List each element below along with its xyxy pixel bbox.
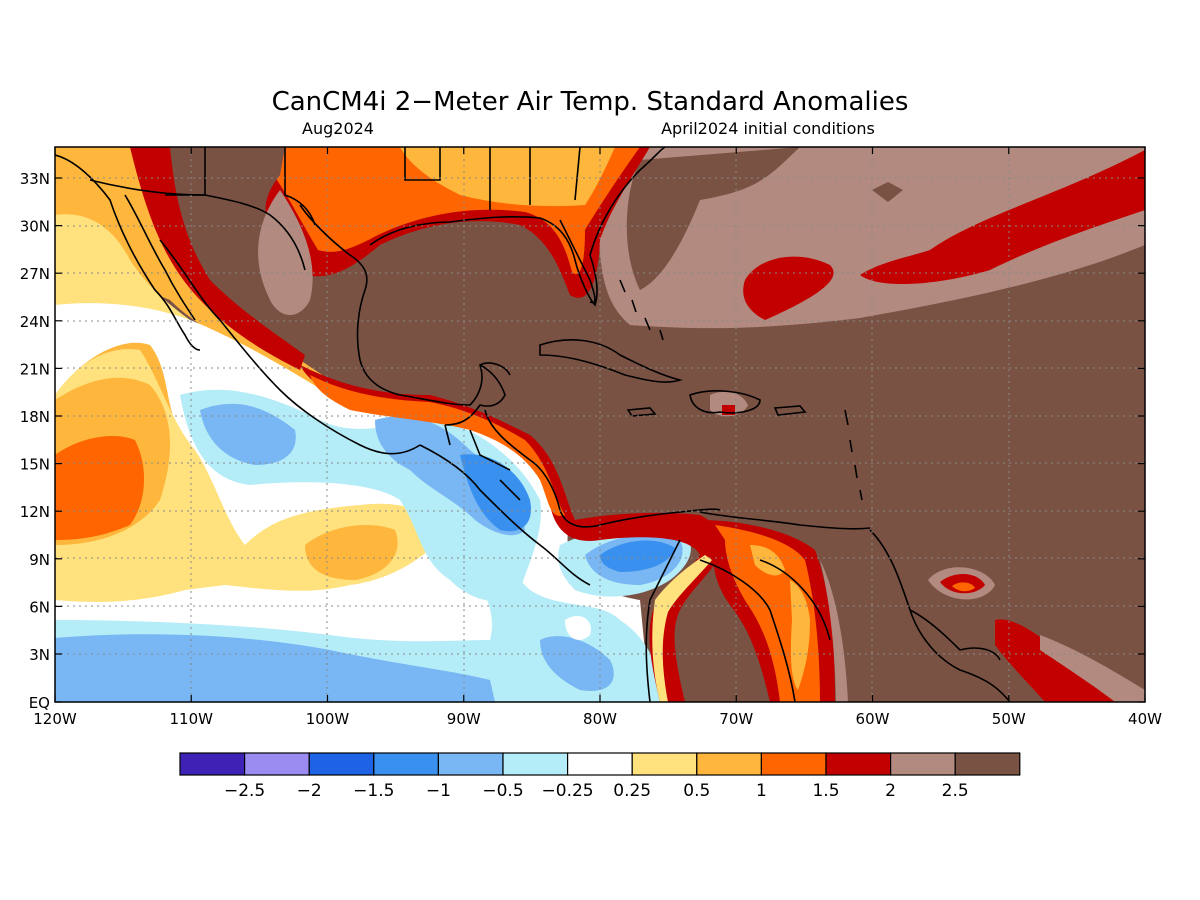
lat-tick-label: 27N [20, 265, 50, 283]
legend-swatch [696, 752, 762, 776]
legend-swatch [179, 752, 246, 776]
anomaly-atlantic-brown-blob [872, 182, 903, 202]
anomaly-equatorial-blue-2 [540, 636, 614, 691]
lon-tick-label: 80W [583, 710, 617, 728]
legend-swatch [889, 752, 956, 776]
initial-conditions-label: April2024 initial conditions [661, 119, 875, 138]
legend-label: −2 [297, 781, 322, 801]
anomaly-equatorial-blue [55, 634, 495, 702]
legend-swatch [954, 752, 1021, 776]
lat-tick-label: 24N [20, 313, 50, 331]
legend-swatch [760, 752, 827, 776]
anomaly-pacific-gold-3 [305, 525, 398, 580]
anomaly-us-gold [400, 147, 615, 207]
legend-label: 0.25 [613, 781, 651, 801]
legend-label: 1 [756, 781, 767, 801]
lat-tick-label: 3N [29, 646, 50, 664]
lat-tick-label: 12N [20, 503, 50, 521]
lon-tick-label: 100W [306, 710, 350, 728]
gridlines [55, 147, 1145, 702]
latitude-axis: 33N 30N 27N 24N 21N 18N 15N 12N 9N 6N 3N EQ [20, 170, 1145, 712]
anomaly-atlantic-brown-ring [626, 147, 800, 290]
legend-swatch [631, 752, 698, 776]
lat-tick-label: 21N [20, 360, 50, 378]
legend-label: −2.5 [224, 781, 265, 801]
anomaly-pacific-orange [55, 435, 145, 540]
anomaly-guiana-light-brown [1040, 635, 1145, 702]
anomaly-hispaniola-light [710, 391, 748, 417]
anomaly-west-coast-orange [55, 147, 370, 410]
legend-label: −0.5 [482, 781, 523, 801]
anomaly-central-america-mid-blue [460, 454, 531, 532]
lon-tick-label: 60W [856, 710, 890, 728]
legend-swatch [825, 752, 892, 776]
legend-swatch [566, 752, 633, 776]
lon-tick-label: 110W [170, 710, 214, 728]
legend-label: −0.25 [542, 781, 594, 801]
legend-label: −1 [426, 781, 451, 801]
anomaly-venezuela-gold-2 [790, 580, 810, 690]
lat-tick-label: EQ [29, 694, 50, 712]
map-title: CanCM4i 2−Meter Air Temp. Standard Anoma… [272, 87, 909, 117]
lon-tick-label: 90W [447, 710, 481, 728]
legend-label: 1.5 [812, 781, 839, 801]
coastlines [55, 147, 1011, 702]
lon-tick-label: 50W [992, 710, 1026, 728]
lat-tick-label: 33N [20, 170, 50, 188]
anomaly-neutral-island [565, 615, 591, 640]
anomaly-atlantic-red-band [860, 150, 1145, 285]
anomaly-central-america-blue [200, 403, 296, 465]
anomaly-venezuela-light-brown [820, 560, 848, 702]
anomaly-west-coast-red [130, 147, 305, 370]
anomaly-atlantic-small-orange [952, 582, 975, 592]
lat-tick-label: 6N [29, 598, 50, 616]
legend-label: 2.5 [942, 781, 969, 801]
map-area [55, 147, 1145, 702]
legend-swatch [373, 752, 439, 776]
anomaly-caribbean-coast-yellow [652, 555, 712, 702]
lat-tick-label: 30N [20, 218, 50, 236]
valid-month-label: Aug2024 [302, 119, 374, 138]
anomaly-panama-mid-blue [600, 540, 675, 572]
lon-tick-label: 70W [719, 710, 753, 728]
lat-tick-label: 9N [29, 551, 50, 569]
lon-tick-label: 40W [1128, 710, 1162, 728]
longitude-axis: 120W 110W 100W 90W 80W 70W 60W 50W 40W [33, 147, 1162, 728]
legend-swatch [308, 752, 375, 776]
lat-tick-label: 15N [20, 456, 50, 474]
lat-tick-label: 18N [20, 408, 50, 426]
color-legend: −2.5 −2 −1.5 −1 −0.5 −0.25 0.25 0.5 1 1.5 2 2.5 [179, 752, 1021, 801]
anomaly-guiana-red [995, 619, 1115, 702]
anomaly-mexico-light-brown [258, 190, 313, 315]
legend-swatch [244, 752, 310, 776]
legend-label: 2 [885, 781, 896, 801]
legend-swatch [502, 752, 569, 776]
anomaly-caribbean-coast-orange [310, 375, 565, 516]
lon-tick-label: 120W [33, 710, 77, 728]
anomaly-atlantic-red-blob [743, 256, 834, 320]
legend-label: −1.5 [353, 781, 394, 801]
legend-label: 0.5 [683, 781, 710, 801]
legend-swatch [437, 752, 504, 776]
anomaly-west-coast-yellow [55, 214, 190, 330]
